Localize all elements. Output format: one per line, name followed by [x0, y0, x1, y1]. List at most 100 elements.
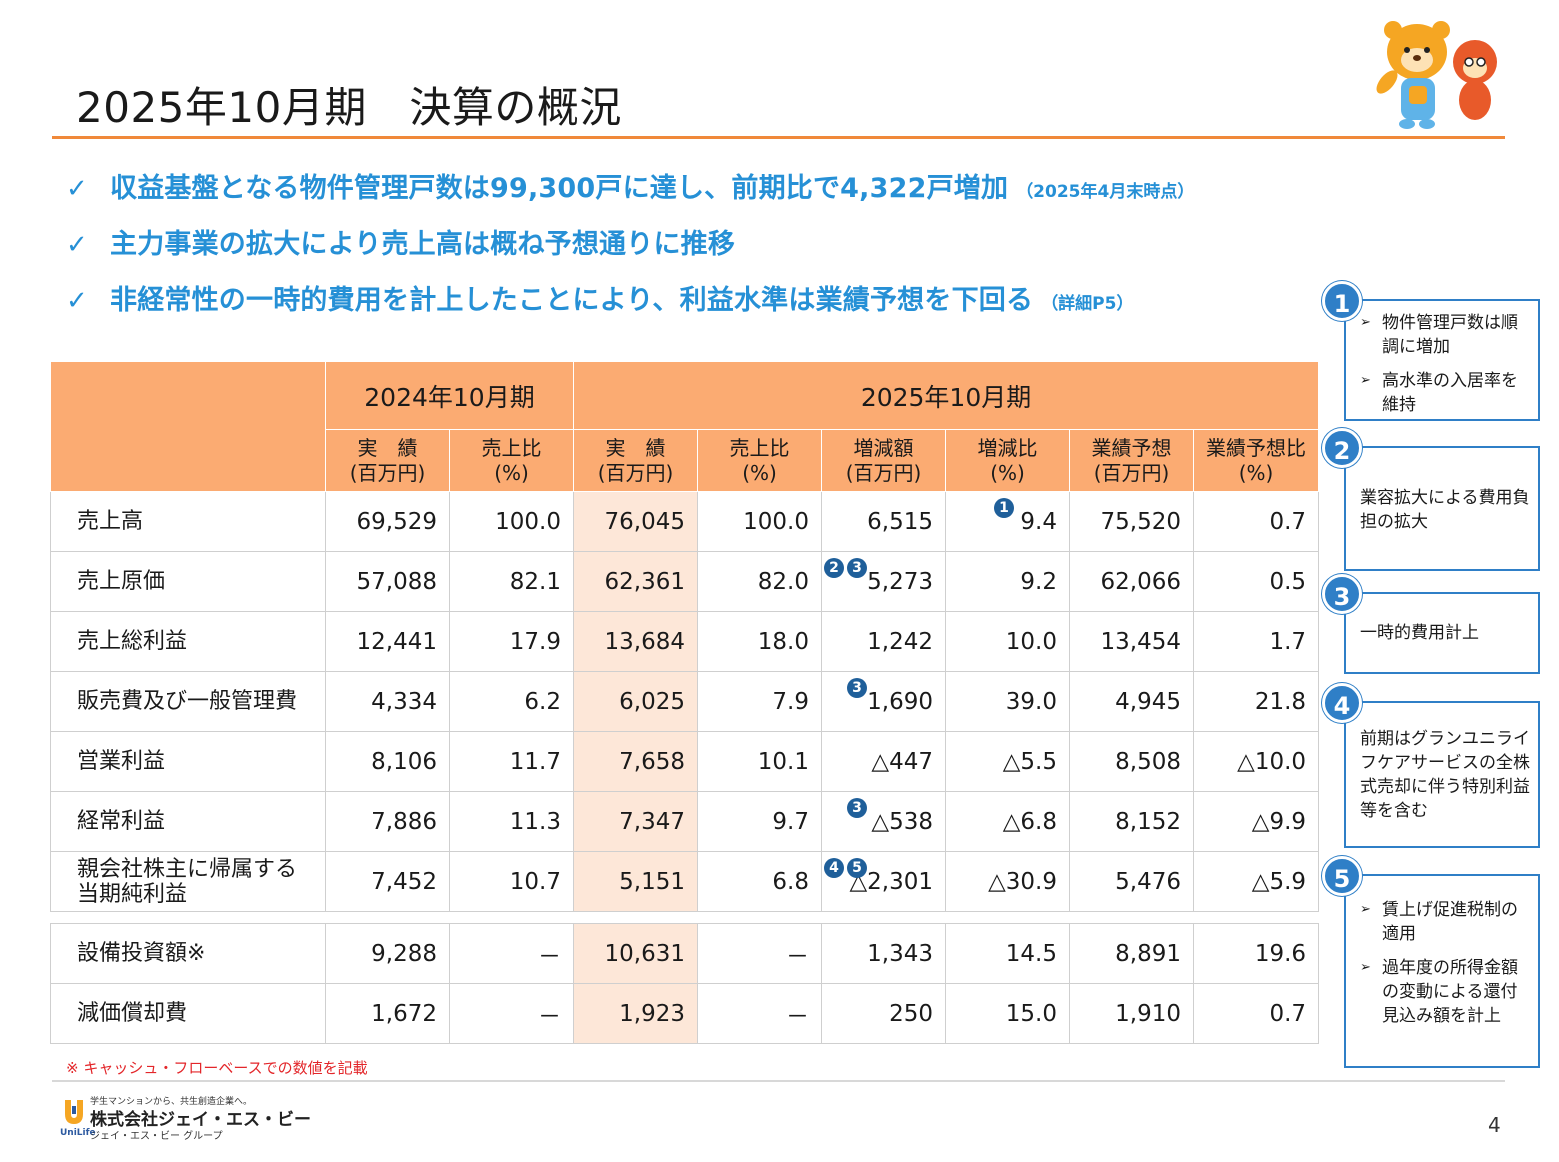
cell: 69,529 [325, 491, 450, 552]
bullet-1: ✓ 収益基盤となる物件管理戸数は99,300戸に達し、前期比で4,322戸増加 … [66, 166, 1326, 222]
cell: 10.0 [945, 611, 1070, 672]
summary-bullets: ✓ 収益基盤となる物件管理戸数は99,300戸に達し、前期比で4,322戸増加 … [66, 166, 1326, 334]
cell: 4 5 △2,301 [821, 851, 946, 912]
cell: 8,891 [1069, 923, 1194, 984]
cell: △5.9 [1192, 851, 1320, 912]
note-badge: 3 [847, 798, 867, 818]
logo-group-name: ジェイ・エス・ビー グループ [90, 1131, 223, 1142]
cell: 11.7 [449, 731, 574, 792]
cell: － [449, 983, 574, 1044]
table-row: 売上原価 57,088 82.1 62,361 82.0 2 3 5,273 9.2… [50, 551, 1320, 612]
cell: 82.1 [449, 551, 574, 612]
cell: 7,452 [325, 851, 450, 912]
cell: － [697, 923, 822, 984]
bullet-text: 主力事業の拡大により売上高は概ね予想通りに推移 [110, 229, 736, 260]
cell: 1 9.4 [945, 491, 1070, 552]
table-corner-cell [50, 361, 326, 492]
header-period-curr: 2025年10月期 [572, 361, 1320, 430]
cell: － [449, 923, 574, 984]
cell: 17.9 [449, 611, 574, 672]
side-note-item: ➢ 高水準の入居率を維持 [1360, 371, 1518, 415]
col-header: 業績予想 (百万円) [1069, 429, 1194, 492]
cell: 1,242 [821, 611, 946, 672]
check-icon: ✓ [66, 174, 88, 204]
cell: 10,631 [573, 923, 698, 984]
footnote: ※ キャッシュ・フローベースでの数値を記載 [66, 1059, 368, 1077]
side-note-2: 業容拡大による費用負担の拡大 [1344, 446, 1540, 571]
spacer-cell [50, 911, 1319, 924]
cell: 0.7 [1192, 983, 1320, 1044]
table-row: 親会社株主に帰属する 当期純利益 7,452 10.7 5,151 6.8 4 5 △… [50, 851, 1320, 912]
cell: △9.9 [1192, 791, 1320, 852]
table-spacer-row [50, 911, 1319, 924]
cell: 11.3 [449, 791, 574, 852]
cell: 0.5 [1192, 551, 1320, 612]
bullet-3: ✓ 非経常性の一時的費用を計上したことにより、利益水準は業績予想を下回る （詳細… [66, 278, 1326, 334]
unilife-logo-icon [65, 1100, 83, 1124]
cell: 8,508 [1069, 731, 1194, 792]
cell: 57,088 [325, 551, 450, 612]
cell: 14.5 [945, 923, 1070, 984]
cell: 13,454 [1069, 611, 1194, 672]
logo-tagline: 学生マンションから、共生創造企業へ。 [90, 1097, 253, 1107]
cell: 0.7 [1192, 491, 1320, 552]
cell: 76,045 [573, 491, 698, 552]
cell: 6.2 [449, 671, 574, 732]
cell: 15.0 [945, 983, 1070, 1044]
header-period-prev: 2024年10月期 [325, 361, 574, 430]
cell: 1.7 [1192, 611, 1320, 672]
arrow-bullet-icon: ➢ [1360, 315, 1371, 330]
cell: △10.0 [1192, 731, 1320, 792]
cell: 21.8 [1192, 671, 1320, 732]
cell: 3 1,690 [821, 671, 946, 732]
cell: 4,334 [325, 671, 450, 732]
col-header: 実 績 (百万円) [573, 429, 698, 492]
side-note-3: 一時的費用計上 [1344, 592, 1540, 674]
side-note-badge: 1 [1322, 281, 1362, 321]
note-badge: 3 [847, 678, 867, 698]
col-header: 売上比 (%) [449, 429, 574, 492]
row-label: 経常利益 [50, 791, 326, 852]
cell: 7.9 [697, 671, 822, 732]
cell: 3 △538 [821, 791, 946, 852]
cell: 7,347 [573, 791, 698, 852]
note-badge: 5 [847, 858, 867, 878]
cell: 5,476 [1069, 851, 1194, 912]
cell: 12,441 [325, 611, 450, 672]
bullet-2: ✓ 主力事業の拡大により売上高は概ね予想通りに推移 [66, 222, 1326, 278]
cell: 9.2 [945, 551, 1070, 612]
cell: 1,910 [1069, 983, 1194, 1044]
footer-divider [52, 1080, 1505, 1082]
side-note-badge: 2 [1322, 428, 1362, 468]
table-row: 減価償却費 1,672 － 1,923 － 250 15.0 1,910 0.7 [50, 983, 1320, 1044]
cell: 82.0 [697, 551, 822, 612]
cell: 75,520 [1069, 491, 1194, 552]
logo-company-name: 株式会社ジェイ・エス・ビー [90, 1110, 311, 1130]
cell: 6,025 [573, 671, 698, 732]
cell: 6.8 [697, 851, 822, 912]
cell: 7,658 [573, 731, 698, 792]
cell: 8,106 [325, 731, 450, 792]
arrow-bullet-icon: ➢ [1360, 960, 1371, 975]
cell: 18.0 [697, 611, 822, 672]
side-note-item: ➢ 賃上げ促進税制の適用 [1360, 900, 1518, 944]
cell: 10.7 [449, 851, 574, 912]
cell: △5.5 [945, 731, 1070, 792]
row-label: 設備投資額※ [50, 923, 326, 984]
cell: 5,151 [573, 851, 698, 912]
cell: 39.0 [945, 671, 1070, 732]
table-row: 経常利益 7,886 11.3 7,347 9.7 3 △538 △6.8 8,1… [50, 791, 1320, 852]
financial-summary-table: 2024年10月期 2025年10月期 実 績 (百万円) 売上比 (%) 実 績(… [50, 361, 1320, 1044]
note-badge: 2 [824, 558, 844, 578]
title-divider [52, 136, 1505, 139]
logo-brand: UniLife [60, 1128, 96, 1138]
table-row: 売上総利益 12,441 17.9 13,684 18.0 1,242 10.0… [50, 611, 1320, 672]
cell: 4,945 [1069, 671, 1194, 732]
row-label: 減価償却費 [50, 983, 326, 1044]
mascot-illustration [1376, 21, 1497, 129]
arrow-bullet-icon: ➢ [1360, 373, 1371, 388]
bullet-text: 収益基盤となる物件管理戸数は99,300戸に達し、前期比で4,322戸増加 [110, 173, 1009, 204]
cell: 62,361 [573, 551, 698, 612]
cell: 6,515 [821, 491, 946, 552]
cell: △30.9 [945, 851, 1070, 912]
